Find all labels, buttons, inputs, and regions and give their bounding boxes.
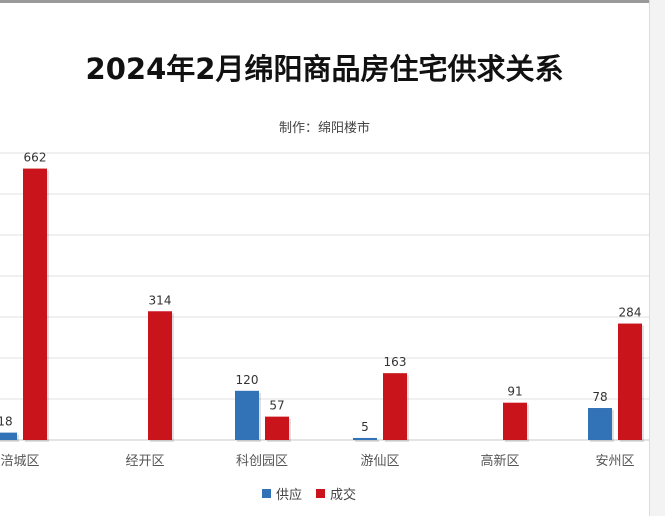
legend-label-deal: 成交	[330, 488, 357, 503]
x-tick-label: 高新区	[480, 453, 519, 469]
bar-deal	[265, 416, 289, 440]
chart-subtitle: 制作：绵阳楼市	[278, 121, 370, 136]
bar-supply	[353, 437, 377, 440]
bar-supply	[235, 390, 259, 440]
x-tick-label: 涪城区	[0, 454, 39, 469]
legend-item-supply: 供应	[262, 484, 302, 503]
x-tick-label: 游仙区	[360, 454, 399, 469]
bar-supply	[0, 432, 17, 440]
chart-title: 2024年2月绵阳商品房住宅供求关系	[85, 52, 564, 86]
x-tick-label: 科创园区	[236, 454, 288, 469]
bar-chart: 18 662 涪城区 314 经开区 120 57 科创园区 5 163 游仙区 91 高新区 78 284…	[0, 151, 649, 469]
data-label: 5	[361, 420, 369, 434]
data-label: 314	[149, 293, 172, 307]
data-label: 163	[384, 355, 407, 369]
bar-deal	[618, 323, 642, 440]
data-label: 120	[236, 373, 259, 387]
data-label: 18	[0, 415, 13, 429]
legend-item-deal: 成交	[316, 484, 356, 503]
x-tick-label: 经开区	[125, 454, 164, 469]
bar-deal	[148, 311, 172, 440]
data-label: 284	[619, 306, 642, 320]
right-scroll-edge	[649, 0, 665, 516]
x-tick-label: 安州区	[595, 454, 634, 469]
bar-deal	[383, 373, 407, 440]
legend: 供应 成交	[262, 484, 370, 503]
data-label: 91	[507, 385, 522, 399]
bar-supply	[588, 408, 612, 440]
data-label: 78	[592, 390, 607, 404]
bar-deal	[503, 402, 527, 440]
bar-deal	[23, 168, 47, 440]
data-label: 57	[269, 399, 284, 413]
bar-shadow	[355, 439, 379, 442]
top-border	[0, 0, 665, 3]
data-label: 662	[24, 151, 47, 165]
legend-swatch-supply	[262, 489, 271, 498]
legend-swatch-deal	[316, 489, 326, 498]
legend-label-supply: 供应	[276, 488, 303, 503]
